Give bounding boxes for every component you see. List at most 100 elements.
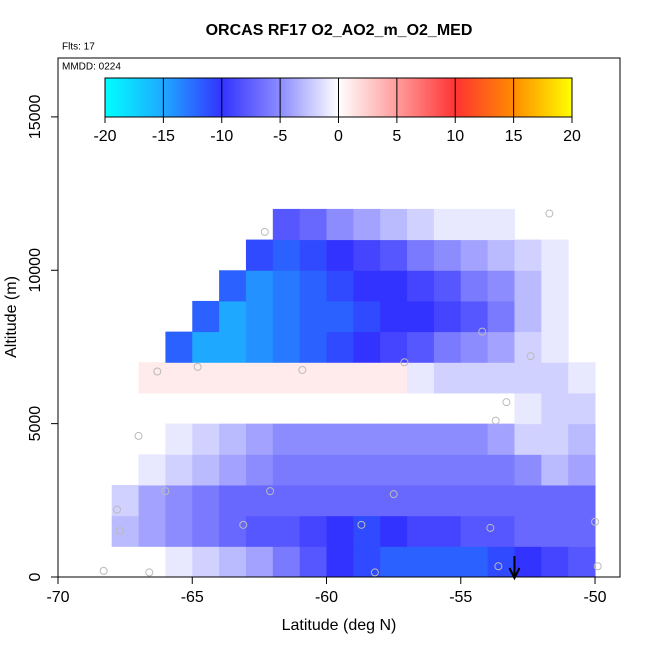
colorbar-tick-label: -10 [210,128,233,145]
heatmap-cell [568,423,596,455]
heatmap-cell [219,515,247,547]
y-axis-label: Altitude (m) [3,276,20,358]
sample-point [486,523,495,532]
heatmap-cell [299,454,328,486]
heatmap-cell [272,270,301,302]
colorbar-segment [396,78,456,117]
heatmap-cell [353,546,381,578]
heatmap-cell [326,484,354,517]
heatmap-cell [541,239,569,271]
heatmap-cell [138,454,166,486]
heatmap-cell [514,331,542,363]
heatmap-cell [353,454,381,486]
heatmap-cell [433,300,462,333]
heatmap-cell [541,484,569,517]
heatmap-cell [272,300,301,333]
heatmap-cell [541,392,569,425]
heatmap-cell [514,239,542,271]
colorbar-tick-label: 0 [334,128,343,145]
heatmap-cell [380,484,408,517]
heatmap-cell [514,300,542,333]
heatmap-cell [433,331,462,363]
heatmap-cell [272,331,301,363]
heatmap-cell [326,239,354,271]
heatmap-cell [192,484,220,517]
heatmap-cell [245,270,274,302]
heatmap-cell [541,362,569,394]
heatmap-cell [353,331,381,363]
heatmap-cell [460,331,489,363]
heatmap-cell [514,454,542,486]
arrow-head [508,567,521,581]
heatmap-cell [433,484,462,517]
sample-point [370,568,379,577]
colorbar-tick-label: 20 [563,128,581,145]
heatmap-cell [407,362,435,394]
heatmap-cell [219,546,247,578]
heatmap-cell [514,270,542,302]
sample-point [113,505,122,514]
heatmap-cell [407,208,435,241]
heatmap-cell [353,300,381,333]
heatmap-cell [514,484,542,517]
heatmap-cell [514,546,542,578]
heatmap-cell [460,423,489,455]
y-tick-label: 15000 [27,95,44,140]
sample-point [357,520,366,529]
heatmap-cell [380,546,408,578]
heatmap-cell [541,331,569,363]
heatmap-cell [219,362,247,394]
heatmap-cell [541,423,569,455]
y-tick-label: 10000 [27,248,44,293]
sample-point [239,520,248,529]
heatmap-cell [192,515,220,547]
heatmap-cell [353,362,381,394]
heatmap-cell [245,300,274,333]
heatmap-cell [165,484,193,517]
plot-frame [57,57,621,578]
heatmap-cell [568,484,596,517]
heatmap-cell [568,515,596,547]
heatmap-cell [272,546,301,578]
heatmap-cell [353,423,381,455]
heatmap-cell [245,362,274,394]
heatmap-cell [541,546,569,578]
heatmap-cell [192,546,220,578]
heatmap-cell [407,423,435,455]
heatmap-cell [326,331,354,363]
heatmap-cell [272,362,301,394]
heatmap-cell [219,423,247,455]
heatmap-cell [245,484,274,517]
colorbar-frame [104,77,573,118]
sample-point [115,526,124,535]
colorbar-segment [280,78,339,117]
heatmap-cell [487,362,515,394]
heatmap-cell [380,331,408,363]
heatmap-cell [568,454,596,486]
x-tick-label: -55 [449,589,472,606]
heatmap-cell [460,270,489,302]
heatmap-cell [299,208,328,241]
colorbar-tick-label: 10 [446,128,464,145]
sample-point [153,367,162,376]
sample-point [478,327,487,336]
annotation: Flts: 17 [62,42,95,53]
sample-point [491,416,500,425]
heatmap-cell [299,423,328,455]
heatmap-cell [487,239,515,271]
heatmap-cell [245,331,274,363]
heatmap-cell [111,484,140,517]
heatmap-cell [541,300,569,333]
heatmap-cell [326,423,354,455]
heatmap-cell [272,208,301,241]
sample-point [494,562,503,571]
heatmap-cell [487,300,515,333]
colorbar-tick-label: -5 [273,128,287,145]
heatmap-cell [433,423,462,455]
x-axis-label: Latitude (deg N) [282,617,397,634]
heatmap-cell [326,546,354,578]
sample-point [298,365,307,374]
heatmap-cell [353,270,381,302]
heatmap-cell [433,239,462,271]
